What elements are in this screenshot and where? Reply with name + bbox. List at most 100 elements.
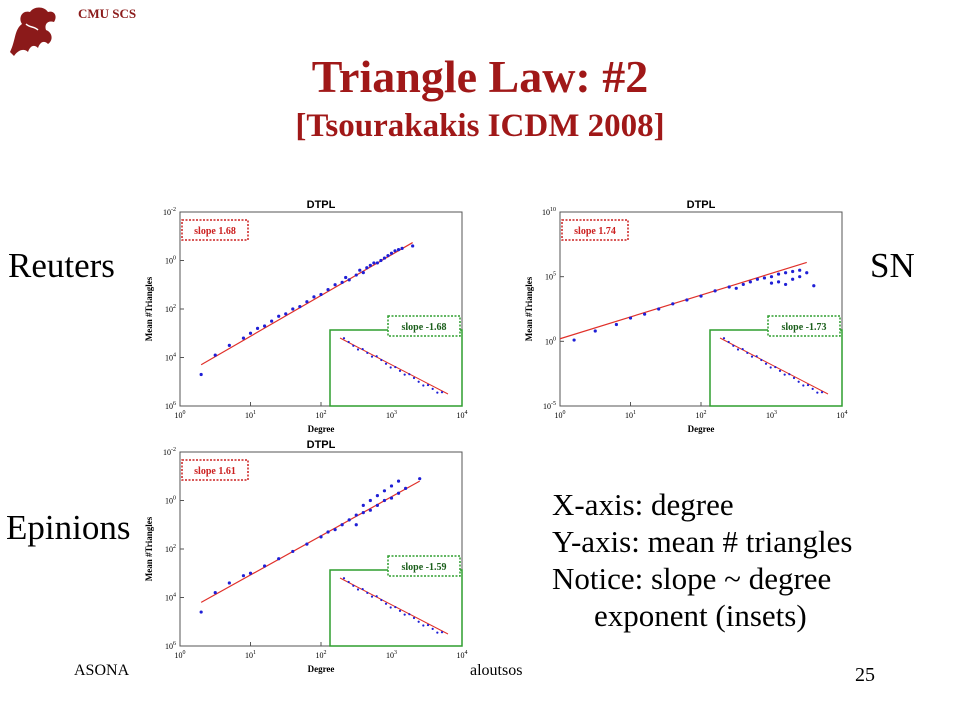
inset-point xyxy=(370,595,374,598)
data-point xyxy=(199,372,203,377)
data-point xyxy=(305,542,309,546)
inset-point xyxy=(732,344,735,347)
data-point xyxy=(368,498,372,503)
data-point xyxy=(354,523,358,527)
y-tick-label: 106 xyxy=(165,641,176,651)
inset-point xyxy=(384,602,388,605)
data-point xyxy=(326,530,330,534)
data-point xyxy=(248,331,253,335)
inset-point xyxy=(361,587,364,591)
inset-point xyxy=(426,623,430,627)
data-point xyxy=(418,477,422,481)
inset-slope-label: slope -1.59 xyxy=(402,562,447,573)
data-point xyxy=(354,513,358,517)
inset-point xyxy=(342,577,346,580)
data-point xyxy=(312,295,316,299)
y-axis-label: Mean #Triangles xyxy=(144,516,154,581)
y-tick-label: 102 xyxy=(165,304,176,314)
inset-frame xyxy=(329,569,463,647)
data-point xyxy=(326,288,330,292)
x-tick-label: 104 xyxy=(457,650,468,660)
data-point xyxy=(340,280,344,284)
data-point xyxy=(263,564,267,568)
y-tick-label: 10-5 xyxy=(543,401,556,411)
data-point xyxy=(368,263,372,267)
inset-point xyxy=(356,588,360,591)
inset-point xyxy=(760,358,763,362)
slide-subtitle: [Tsourakakis ICDM 2008] xyxy=(295,108,665,144)
sn-label: SN xyxy=(870,246,915,285)
data-point xyxy=(340,523,344,527)
x-tick-label: 104 xyxy=(837,410,848,420)
data-point xyxy=(784,271,788,275)
y-tick-label: 100 xyxy=(545,336,556,346)
inset-slope-box xyxy=(387,555,461,577)
y-tick-label: 105 xyxy=(545,272,556,282)
inset-point xyxy=(816,391,819,394)
x-tick-label: 101 xyxy=(625,410,636,420)
inset-point xyxy=(389,606,392,609)
cmu-dragon-logo-icon xyxy=(10,7,56,56)
chart-epinions-svg: DTPL 100 101 102 103 104 10-2 100 102 104 106 Degre… xyxy=(144,439,468,674)
data-point xyxy=(643,312,647,316)
inset-point xyxy=(375,595,378,598)
data-point xyxy=(798,275,802,279)
inset-point xyxy=(417,380,420,383)
data-point xyxy=(404,486,408,490)
data-point xyxy=(776,272,781,276)
data-point xyxy=(213,591,217,595)
data-point xyxy=(372,261,376,265)
chart-epinions: DTPL 100 101 102 103 104 10-2 100 102 104 106 Degre… xyxy=(140,436,470,676)
note-y-axis: Y-axis: mean # triangles xyxy=(552,524,853,559)
inset-point xyxy=(375,355,378,358)
data-point xyxy=(572,338,576,342)
inset-point xyxy=(778,369,782,372)
data-point xyxy=(284,312,288,316)
data-point xyxy=(375,261,379,265)
inset-point xyxy=(422,624,425,627)
data-point xyxy=(389,496,394,500)
y-tick-label: 10-2 xyxy=(163,207,176,217)
x-tick-label: 103 xyxy=(386,410,397,420)
inset-point xyxy=(398,609,402,612)
x-tick-label: 102 xyxy=(696,410,707,420)
data-point xyxy=(277,314,281,318)
data-point xyxy=(713,289,717,293)
inset-point xyxy=(412,616,416,620)
data-point xyxy=(396,491,401,495)
y-axis-label: Mean #Triangles xyxy=(524,276,534,341)
x-axis-label: Degree xyxy=(308,424,335,434)
data-point xyxy=(333,283,337,287)
page-number: 25 xyxy=(855,664,875,686)
data-point xyxy=(365,266,369,270)
slope-label: slope 1.74 xyxy=(574,226,616,237)
data-point xyxy=(227,343,231,347)
inset-point xyxy=(380,358,383,362)
data-point xyxy=(734,286,738,290)
x-tick-label: 100 xyxy=(175,650,186,660)
footer-left: ASONA xyxy=(74,662,130,679)
inset-point xyxy=(408,613,411,616)
data-point xyxy=(396,247,401,252)
data-point xyxy=(298,304,302,309)
data-point xyxy=(319,535,323,539)
chart-title: DTPL xyxy=(307,439,336,451)
data-point xyxy=(361,271,365,275)
y-tick-label: 104 xyxy=(165,593,176,603)
data-point xyxy=(382,489,387,493)
inset-point xyxy=(440,631,444,634)
inset-point xyxy=(356,348,360,351)
inset-point xyxy=(394,605,397,609)
inset-point xyxy=(746,351,749,354)
y-tick-label: 104 xyxy=(165,353,176,363)
inset-fit-line xyxy=(339,577,449,635)
inset-point xyxy=(727,340,730,344)
data-point xyxy=(344,275,348,280)
inset-point xyxy=(366,351,369,354)
org-label: CMU SCS xyxy=(78,6,137,21)
inset-point xyxy=(394,365,397,369)
inset-point xyxy=(774,365,777,369)
slide-title: Triangle Law: #2 xyxy=(311,51,649,102)
note-slope: Notice: slope ~ degree xyxy=(552,561,832,596)
inset-point xyxy=(426,383,430,387)
